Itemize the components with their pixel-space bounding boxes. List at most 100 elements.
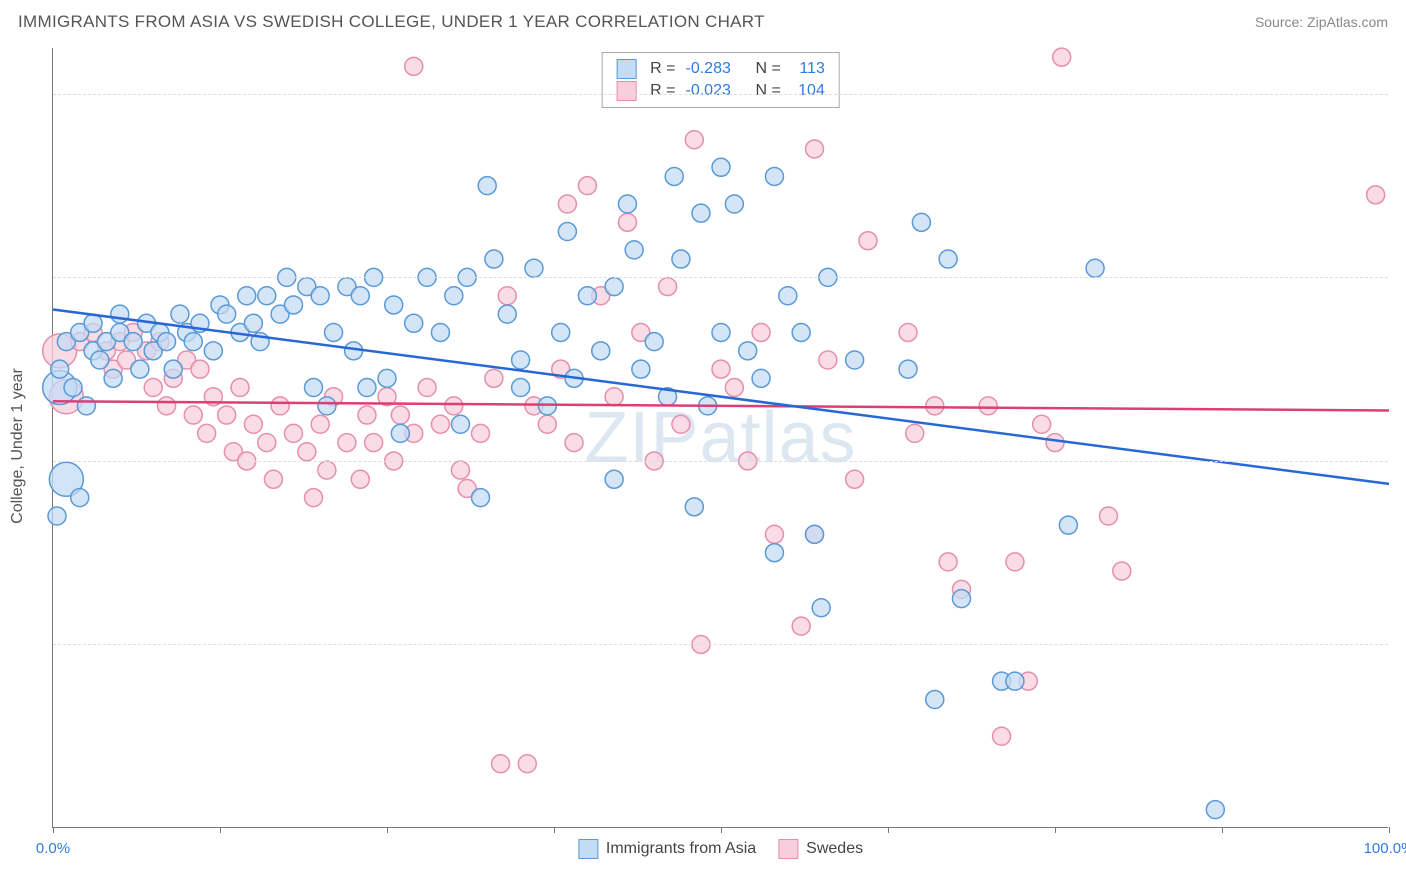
data-point (451, 461, 469, 479)
bottom-legend: Immigrants from AsiaSwedes (578, 839, 863, 859)
data-point (258, 434, 276, 452)
data-point (104, 369, 122, 387)
data-point (1086, 259, 1104, 277)
data-point (712, 158, 730, 176)
n-label: N = (756, 82, 781, 100)
data-point (144, 379, 162, 397)
data-point (672, 250, 690, 268)
data-point (231, 379, 249, 397)
data-point (1367, 186, 1385, 204)
data-point (725, 379, 743, 397)
data-point (498, 305, 516, 323)
data-point (1033, 415, 1051, 433)
x-tick (387, 827, 388, 833)
data-point (806, 140, 824, 158)
data-point (358, 406, 376, 424)
data-point (1113, 562, 1131, 580)
source-label: Source: ZipAtlas.com (1255, 14, 1388, 30)
data-point (779, 287, 797, 305)
x-tick-label: 0.0% (36, 840, 70, 857)
data-point (592, 342, 610, 360)
data-point (993, 727, 1011, 745)
x-tick (220, 827, 221, 833)
r-value: -0.023 (686, 82, 742, 100)
data-point (351, 470, 369, 488)
data-point (365, 434, 383, 452)
data-point (131, 360, 149, 378)
data-point (431, 323, 449, 341)
data-point (645, 333, 663, 351)
series-swatch (778, 839, 798, 859)
data-point (899, 360, 917, 378)
data-point (685, 131, 703, 149)
data-point (204, 342, 222, 360)
data-point (712, 323, 730, 341)
chart-title: IMMIGRANTS FROM ASIA VS SWEDISH COLLEGE,… (18, 12, 765, 32)
data-point (578, 177, 596, 195)
data-point (238, 287, 256, 305)
data-point (472, 489, 490, 507)
data-point (191, 360, 209, 378)
data-point (912, 213, 930, 231)
data-point (325, 323, 343, 341)
x-tick (721, 827, 722, 833)
stats-row: R =-0.023N =104 (616, 80, 825, 102)
grid-line (53, 644, 1388, 645)
data-point (305, 489, 323, 507)
data-point (1006, 672, 1024, 690)
data-point (765, 525, 783, 543)
data-point (846, 470, 864, 488)
data-point (445, 397, 463, 415)
y-tick-label: 100.0% (1395, 85, 1406, 102)
data-point (284, 296, 302, 314)
scatter-svg (53, 48, 1389, 828)
x-tick-label: 100.0% (1364, 840, 1406, 857)
data-point (672, 415, 690, 433)
data-point (979, 397, 997, 415)
data-point (812, 599, 830, 617)
data-point (385, 296, 403, 314)
data-point (792, 617, 810, 635)
x-tick (1389, 827, 1390, 833)
data-point (605, 388, 623, 406)
data-point (391, 424, 409, 442)
r-value: -0.283 (686, 60, 742, 78)
data-point (846, 351, 864, 369)
data-point (405, 57, 423, 75)
data-point (111, 305, 129, 323)
x-tick (1222, 827, 1223, 833)
data-point (685, 498, 703, 516)
data-point (498, 287, 516, 305)
data-point (1053, 48, 1071, 66)
data-point (318, 461, 336, 479)
data-point (618, 213, 636, 231)
data-point (48, 507, 66, 525)
data-point (659, 278, 677, 296)
data-point (91, 351, 109, 369)
data-point (445, 287, 463, 305)
data-point (198, 424, 216, 442)
data-point (77, 397, 95, 415)
data-point (485, 369, 503, 387)
data-point (264, 470, 282, 488)
data-point (64, 379, 82, 397)
data-point (752, 323, 770, 341)
data-point (84, 314, 102, 332)
data-point (351, 287, 369, 305)
series-swatch (616, 59, 636, 79)
data-point (939, 250, 957, 268)
data-point (171, 305, 189, 323)
data-point (939, 553, 957, 571)
data-point (311, 287, 329, 305)
data-point (158, 333, 176, 351)
data-point (164, 360, 182, 378)
data-point (1099, 507, 1117, 525)
stats-box: R =-0.283N =113R =-0.023N =104 (601, 52, 840, 108)
data-point (926, 691, 944, 709)
series-swatch (616, 81, 636, 101)
r-label: R = (650, 82, 675, 100)
data-point (512, 351, 530, 369)
data-point (244, 314, 262, 332)
series-swatch (578, 839, 598, 859)
data-point (218, 305, 236, 323)
